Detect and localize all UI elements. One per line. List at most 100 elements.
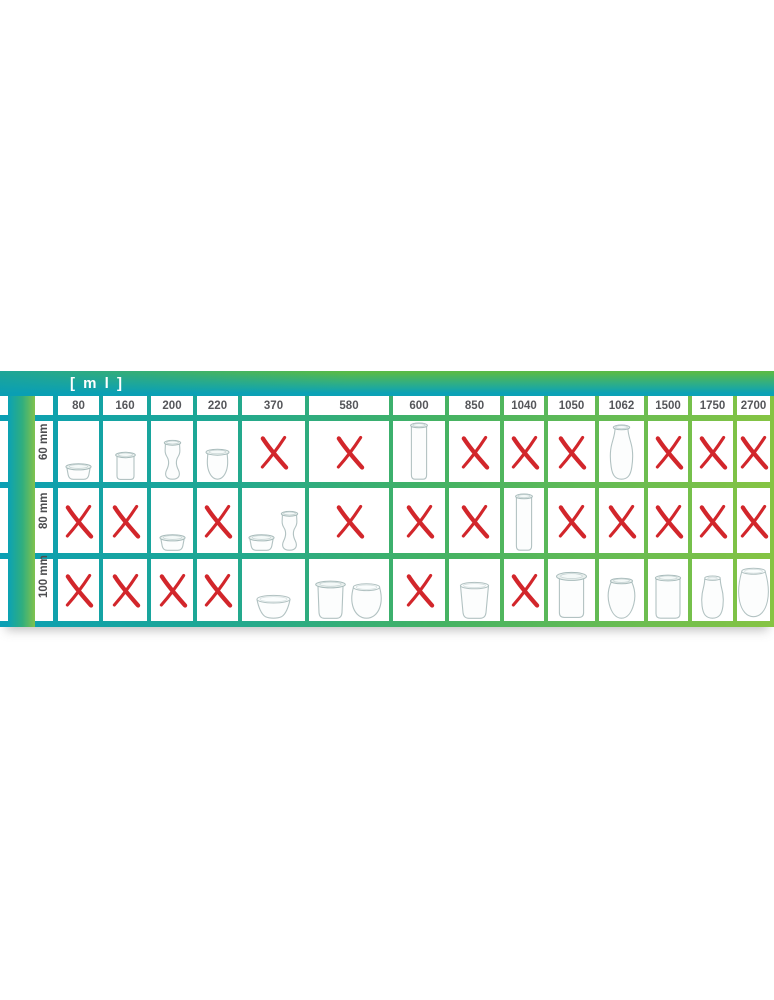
volume-header: 200 <box>151 396 193 415</box>
jar-cylinder-tall-image <box>515 493 533 551</box>
unit-label: [ m l ] <box>70 375 124 392</box>
x-mark-icon <box>558 504 587 539</box>
jar-mold-small-image <box>65 463 92 480</box>
matrix-cell <box>242 488 305 553</box>
matrix-cell <box>692 421 733 482</box>
volume-header: 600 <box>393 396 445 415</box>
matrix-cell <box>393 421 445 482</box>
matrix-cell <box>692 488 733 553</box>
unit-banner: [ m l ] <box>0 371 774 396</box>
jar-bowl-image <box>256 594 291 619</box>
matrix-cell <box>449 421 500 482</box>
matrix-cell <box>449 559 500 621</box>
matrix-cell <box>648 421 688 482</box>
x-mark-icon <box>699 435 728 470</box>
x-mark-icon <box>336 435 364 470</box>
jar-mold-small-image <box>247 534 275 551</box>
jar-tulip-large-image <box>738 567 769 618</box>
x-mark-icon <box>511 573 539 608</box>
row-label: 100 mm <box>37 555 50 598</box>
row-label-box: 80 mm <box>35 488 52 553</box>
matrix-cell <box>599 488 644 553</box>
x-mark-icon <box>336 504 364 539</box>
matrix-cell <box>197 421 238 482</box>
x-mark-icon <box>461 435 490 470</box>
volume-header: 850 <box>449 396 500 415</box>
matrix-cell <box>504 488 544 553</box>
matrix-cell <box>599 421 644 482</box>
jar-mold-medium-image <box>315 580 346 619</box>
matrix-cell <box>548 488 595 553</box>
matrix-cell <box>309 488 389 553</box>
left-gradient-bar <box>8 396 35 627</box>
matrix-cell <box>309 421 389 482</box>
jar-cylinder-straight-image <box>654 574 682 619</box>
matrix-cell <box>151 488 193 553</box>
matrix-cell <box>103 421 147 482</box>
jar-tulip-round-image <box>607 577 636 619</box>
jar-size-matrix: [ m l ] 80 160 200 220 370 580 600 850 1040 1050 1… <box>0 371 774 627</box>
x-mark-icon <box>699 504 728 539</box>
jar-bottle-curvy-image <box>701 575 724 619</box>
volume-header: 80 <box>58 396 99 415</box>
x-mark-icon <box>65 573 94 608</box>
row-label: 60 mm <box>37 423 50 460</box>
x-mark-icon <box>406 504 434 539</box>
jar-tulip-round-open-image <box>351 583 382 619</box>
matrix-cell <box>548 421 595 482</box>
matrix-grid: 80 160 200 220 370 580 600 850 1040 1050 1062 1500 1… <box>0 396 774 627</box>
matrix-cell <box>692 559 733 621</box>
matrix-cell <box>151 559 193 621</box>
jar-beaker-image <box>459 581 490 619</box>
volume-header: 580 <box>309 396 389 415</box>
matrix-cell <box>648 559 688 621</box>
matrix-cell <box>449 488 500 553</box>
row-label-box: 100 mm <box>35 555 52 621</box>
x-mark-icon <box>406 573 434 608</box>
x-mark-icon <box>204 573 233 608</box>
matrix-cell <box>242 559 305 621</box>
x-mark-icon <box>260 435 289 470</box>
x-mark-icon <box>655 435 683 470</box>
matrix-cell <box>648 488 688 553</box>
x-mark-icon <box>558 435 587 470</box>
jar-tulip-tall-image <box>163 439 181 480</box>
matrix-grid-area: 80 160 200 220 370 580 600 850 1040 1050 1062 1500 1… <box>0 396 774 627</box>
matrix-cell <box>309 559 389 621</box>
matrix-cell <box>504 559 544 621</box>
matrix-cell <box>548 559 595 621</box>
x-mark-icon <box>204 504 233 539</box>
volume-header: 370 <box>242 396 305 415</box>
volume-header: 220 <box>197 396 238 415</box>
x-mark-icon <box>655 504 683 539</box>
matrix-cell <box>737 559 770 621</box>
matrix-cell <box>103 559 147 621</box>
matrix-cell <box>197 488 238 553</box>
matrix-cell <box>58 421 99 482</box>
jar-cylinder-rim-image <box>556 571 587 618</box>
volume-header: 1050 <box>548 396 595 415</box>
row-label-box: 60 mm <box>35 421 52 482</box>
x-mark-icon <box>65 504 94 539</box>
matrix-cell <box>737 421 770 482</box>
matrix-cell <box>393 488 445 553</box>
matrix-cell <box>197 559 238 621</box>
volume-header: 1040 <box>504 396 544 415</box>
jar-cylinder-tall-image <box>410 422 428 480</box>
x-mark-icon <box>159 573 187 608</box>
x-mark-icon <box>511 435 539 470</box>
x-mark-icon <box>112 504 140 539</box>
x-mark-icon <box>608 504 637 539</box>
x-mark-icon <box>740 435 769 470</box>
matrix-cell <box>504 421 544 482</box>
matrix-cell <box>599 559 644 621</box>
volume-header: 2700 <box>737 396 770 415</box>
matrix-cell <box>151 421 193 482</box>
x-mark-icon <box>112 573 140 608</box>
matrix-cell <box>103 488 147 553</box>
matrix-cell <box>393 559 445 621</box>
jar-mold-small-image <box>158 534 186 551</box>
matrix-cell <box>58 559 99 621</box>
jar-tulip-tall-image <box>280 510 298 551</box>
jar-juice-bottle-image <box>609 424 634 480</box>
